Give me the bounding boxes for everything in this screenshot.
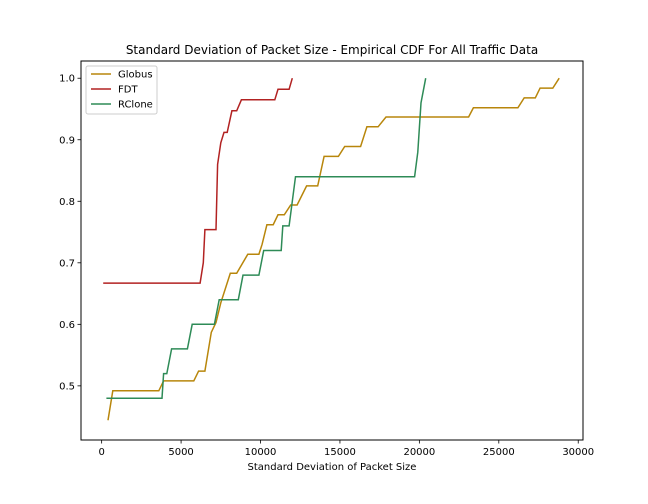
y-tick-label: 0.6: [59, 320, 75, 331]
series-line-globus: [107, 77, 560, 421]
y-tick-label: 0.7: [59, 258, 75, 269]
x-tick-label: 20000: [403, 447, 435, 458]
x-tick-label: 10000: [245, 447, 277, 458]
y-tick-label: 1.0: [59, 74, 75, 85]
y-tick-label: 0.9: [59, 135, 75, 146]
series-line-rclone: [106, 78, 427, 399]
x-tick-label: 5000: [168, 447, 193, 458]
x-axis-ticks: 0 5000 10000 15000 20000 25000 30000: [98, 440, 594, 458]
chart-title: Standard Deviation of Packet Size - Empi…: [126, 43, 538, 57]
y-tick-label: 0.8: [59, 197, 75, 208]
x-tick-label: 15000: [324, 447, 356, 458]
y-axis-ticks: 0.5 0.6 0.7 0.8 0.9 1.0: [59, 74, 81, 392]
legend-label-globus: Globus: [118, 70, 153, 81]
series-line-fdt: [103, 77, 294, 284]
plot-lines: [103, 77, 560, 421]
x-axis-label: Standard Deviation of Packet Size: [248, 462, 417, 473]
x-tick-label: 25000: [483, 447, 515, 458]
x-tick-label: 0: [98, 447, 104, 458]
legend-label-rclone: RClone: [118, 100, 153, 111]
y-tick-label: 0.5: [59, 381, 75, 392]
x-tick-label: 30000: [562, 447, 594, 458]
legend-label-fdt: FDT: [118, 85, 138, 96]
legend: Globus FDT RClone: [85, 65, 158, 115]
plot-frame: [80, 60, 584, 441]
legend-box: [85, 65, 158, 115]
